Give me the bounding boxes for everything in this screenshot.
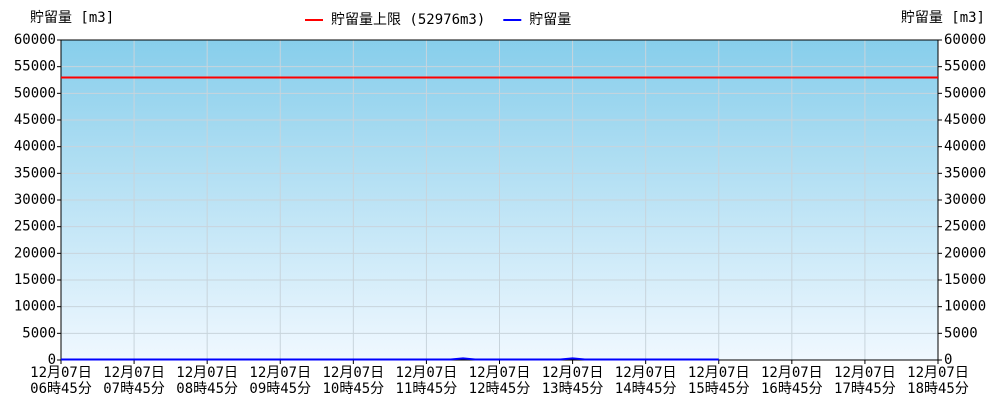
x-tick-label: 18時45分 (907, 381, 969, 397)
x-tick-label: 12月07日 (834, 365, 896, 381)
y2-tick-label: 45000 (944, 112, 986, 128)
x-tick-label: 12月07日 (396, 365, 458, 381)
y2-tick-label: 40000 (944, 139, 986, 155)
y2-tick-label: 35000 (944, 165, 986, 181)
y-tick-label: 55000 (14, 59, 56, 75)
y-tick-label: 15000 (14, 272, 56, 288)
x-tick-label: 06時45分 (30, 381, 92, 397)
x-tick-label: 12月07日 (761, 365, 823, 381)
x-tick-label: 17時45分 (834, 381, 896, 397)
y-axis-label: 貯留量 [m3] (30, 10, 114, 26)
y-tick-label: 25000 (14, 219, 56, 235)
x-tick-label: 07時45分 (103, 381, 165, 397)
series-line (61, 357, 719, 361)
x-tick-label: 13時45分 (542, 381, 604, 397)
x-tick-label: 12月07日 (542, 365, 604, 381)
x-tick-label: 12月07日 (688, 365, 750, 381)
y-tick-label: 50000 (14, 85, 56, 101)
y2-tick-label: 20000 (944, 245, 986, 261)
x-tick-label: 12月07日 (469, 365, 531, 381)
x-tick-label: 09時45分 (249, 381, 311, 397)
x-tick-label: 16時45分 (761, 381, 823, 397)
y2-tick-label: 55000 (944, 59, 986, 75)
y-tick-label: 5000 (22, 325, 56, 341)
y2-tick-label: 60000 (944, 32, 986, 48)
legend-label: 貯留量上限 (52976m3) (331, 12, 485, 28)
y2-tick-label: 10000 (944, 299, 986, 315)
y-tick-label: 20000 (14, 245, 56, 261)
y-tick-label: 60000 (14, 32, 56, 48)
y2-tick-label: 25000 (944, 219, 986, 235)
y-tick-label: 35000 (14, 165, 56, 181)
y-tick-label: 10000 (14, 299, 56, 315)
y-tick-label: 0 (48, 352, 56, 368)
y-tick-label: 40000 (14, 139, 56, 155)
x-tick-label: 08時45分 (176, 381, 238, 397)
y2-tick-label: 15000 (944, 272, 986, 288)
x-tick-label: 12月07日 (30, 365, 92, 381)
x-tick-label: 12月07日 (249, 365, 311, 381)
y-tick-label: 30000 (14, 192, 56, 208)
y-tick-label: 45000 (14, 112, 56, 128)
y2-axis-label: 貯留量 [m3] (901, 10, 985, 26)
y2-tick-label: 0 (944, 352, 952, 368)
x-tick-label: 10時45分 (322, 381, 384, 397)
x-tick-label: 12月07日 (176, 365, 238, 381)
x-tick-label: 12月07日 (615, 365, 677, 381)
legend-label: 貯留量 (529, 12, 571, 28)
x-tick-label: 12月07日 (907, 365, 969, 381)
x-tick-label: 15時45分 (688, 381, 750, 397)
x-tick-label: 12月07日 (103, 365, 165, 381)
y2-tick-label: 30000 (944, 192, 986, 208)
x-tick-label: 11時45分 (396, 381, 458, 397)
y2-tick-label: 50000 (944, 85, 986, 101)
x-tick-label: 12時45分 (469, 381, 531, 397)
x-tick-label: 14時45分 (615, 381, 677, 397)
x-tick-label: 12月07日 (322, 365, 384, 381)
y2-tick-label: 5000 (944, 325, 978, 341)
